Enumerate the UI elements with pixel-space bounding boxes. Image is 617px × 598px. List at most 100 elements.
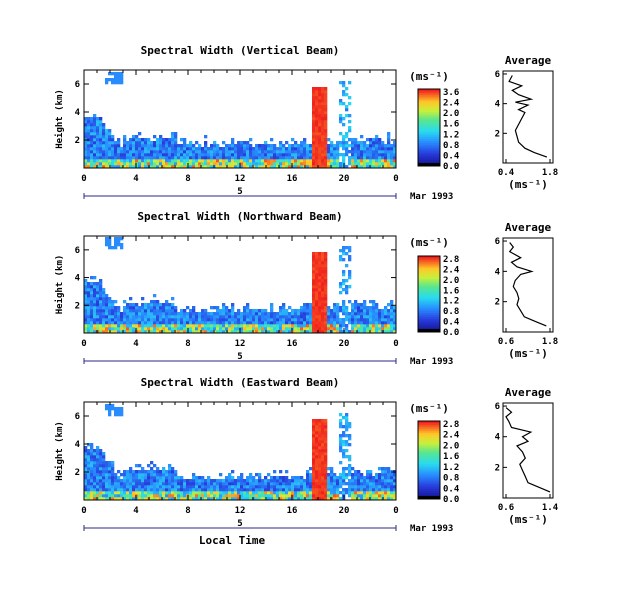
y-tick-label: 6 xyxy=(75,246,80,256)
colorbar-segment xyxy=(418,292,440,295)
x-tick-label: 0 xyxy=(393,506,398,516)
colorbar-segment xyxy=(418,307,440,310)
avg-y-tick-label: 2 xyxy=(495,129,500,139)
colorbar-segment xyxy=(418,261,440,264)
y-tick-label: 2 xyxy=(75,136,80,146)
colorbar-segment xyxy=(418,265,440,268)
avg-y-tick-label: 2 xyxy=(495,298,500,308)
colorbar-segment xyxy=(418,489,440,492)
colorbar-segment xyxy=(418,278,440,282)
colorbar-segment xyxy=(418,152,440,155)
colorbar-label: 0.0 xyxy=(443,328,459,338)
avg-x-axis-label: (ms⁻¹) xyxy=(508,513,548,526)
colorbar-segment xyxy=(418,146,440,150)
colorbar-segment xyxy=(418,461,440,465)
colorbar-segment xyxy=(418,104,440,107)
x-tick-label: 0 xyxy=(393,174,398,184)
colorbar-segment xyxy=(418,467,440,471)
colorbar-segment xyxy=(418,458,440,461)
colorbar-segment xyxy=(418,295,440,299)
x-tick-label: 0 xyxy=(81,506,86,516)
heatmap-cells xyxy=(84,404,396,500)
colorbar-segment xyxy=(418,131,440,134)
colorbar-segment xyxy=(418,303,440,306)
colorbar-segment xyxy=(418,324,440,327)
colorbar-segment xyxy=(418,119,440,123)
colorbar-label: 2.8 xyxy=(443,255,459,265)
colorbar-segment xyxy=(418,299,440,302)
colorbar-segment xyxy=(418,269,440,272)
colorbar-segment xyxy=(418,438,440,441)
colorbar-label: 0.0 xyxy=(443,162,459,172)
colorbar-segment xyxy=(418,326,440,329)
colorbar-segment xyxy=(418,89,440,92)
date-label: Mar 1993 xyxy=(410,524,453,534)
x-tick-label: 20 xyxy=(339,174,350,184)
colorbar-segment xyxy=(418,142,440,146)
colorbar-label: 0.4 xyxy=(443,151,460,161)
x-tick-label: 20 xyxy=(339,339,350,349)
colorbar-segment xyxy=(418,288,440,291)
colorbar-segment xyxy=(418,290,440,293)
colorbar-label: 0.4 xyxy=(443,484,460,494)
colorbar-segment xyxy=(418,422,440,426)
colorbar-segment xyxy=(418,133,440,136)
avg-y-tick-label: 4 xyxy=(495,433,501,443)
colorbar-label: 0.8 xyxy=(443,474,459,484)
colorbar-label: 1.6 xyxy=(443,120,459,130)
avg-y-tick-label: 6 xyxy=(495,70,500,80)
y-axis-label: Height (km) xyxy=(54,421,65,481)
colorbar-segment xyxy=(418,322,440,325)
colorbar-segment xyxy=(418,465,440,469)
average-frame xyxy=(502,402,554,499)
colorbar-frame xyxy=(417,88,441,167)
x-tick-label: 12 xyxy=(235,506,246,516)
avg-x-tick-label: 0.4 xyxy=(498,168,515,178)
avg-x-tick-label: 1.8 xyxy=(542,168,558,178)
colorbar-segment xyxy=(418,114,440,117)
colorbar-segment xyxy=(418,452,440,455)
avg-y-tick-label: 2 xyxy=(495,463,500,473)
x-tick-label: 4 xyxy=(133,506,139,516)
colorbar-segment xyxy=(418,301,440,304)
colorbar-label: 0.4 xyxy=(443,318,460,328)
colorbar-segment xyxy=(418,139,440,142)
colorbar-segment xyxy=(418,450,440,453)
colorbar-segment xyxy=(418,485,440,488)
avg-x-tick-label: 1.4 xyxy=(542,503,559,513)
average-profile-line xyxy=(505,407,551,493)
colorbar-segment xyxy=(418,271,440,274)
colorbar-segment xyxy=(418,257,440,261)
x-tick-label: 16 xyxy=(287,174,298,184)
colorbar-segment xyxy=(418,135,440,138)
colorbar-segment xyxy=(418,305,440,308)
colorbar-segment xyxy=(418,426,440,430)
colorbar-segment xyxy=(418,313,440,316)
colorbar-segment xyxy=(418,94,440,98)
chart-title: Spectral Width (Vertical Beam) xyxy=(141,44,340,57)
day-label: 5 xyxy=(237,352,242,362)
colorbar-frame xyxy=(417,255,441,333)
colorbar-segment xyxy=(418,320,440,323)
average-title: Average xyxy=(505,386,552,399)
avg-x-tick-label: 0.6 xyxy=(498,337,514,347)
colorbar-label: 2.0 xyxy=(443,276,459,286)
colorbar-segment xyxy=(418,100,440,103)
colorbar-segment xyxy=(418,311,440,314)
colorbar-segment xyxy=(418,314,440,318)
x-tick-label: 16 xyxy=(287,339,298,349)
date-label: Mar 1993 xyxy=(410,192,453,202)
average-frame xyxy=(502,237,554,333)
colorbar-segment xyxy=(418,316,440,320)
colorbar-segment xyxy=(418,259,440,263)
colorbar-label: 1.6 xyxy=(443,286,459,296)
colorbar-segment xyxy=(418,154,440,157)
colorbar-segment xyxy=(418,121,440,125)
y-tick-label: 4 xyxy=(75,274,81,284)
colorbar-segment xyxy=(418,477,440,480)
avg-y-tick-label: 4 xyxy=(495,100,501,110)
colorbar-label: 1.2 xyxy=(443,130,459,140)
colorbar-segment xyxy=(418,98,440,101)
colorbar-segment xyxy=(418,318,440,321)
